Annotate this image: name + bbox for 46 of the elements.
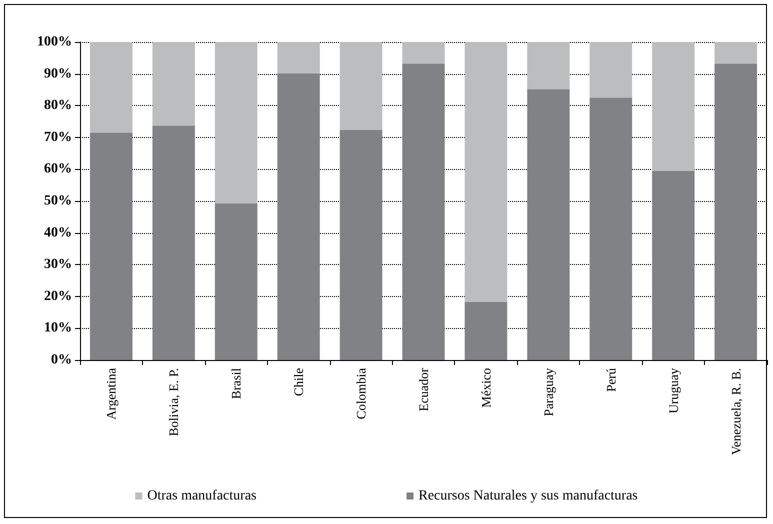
x-tick-label: Venezuela, R. B.: [728, 368, 744, 456]
bar: [527, 42, 570, 90]
bar: [214, 42, 258, 204]
x-tick-label: Brasil: [228, 368, 244, 400]
bar: [402, 64, 445, 360]
y-tick-label: 40%: [44, 225, 72, 240]
x-tick-label: Colombia: [354, 368, 369, 420]
bar: [277, 73, 320, 360]
x-tick-label: Uruguay: [666, 368, 681, 414]
x-tick-label: Ecuador: [416, 367, 431, 412]
bar: [152, 126, 195, 360]
bar: [402, 42, 445, 64]
bar: [714, 64, 758, 360]
x-tick-label: Perú: [603, 368, 618, 392]
y-tick-label: 80%: [44, 98, 72, 114]
bar: [340, 42, 382, 130]
bar: [590, 98, 632, 360]
legend-label: Otras manufacturas: [147, 488, 256, 504]
bar: [590, 42, 632, 98]
bar: [714, 42, 758, 64]
y-tick-label: 20%: [44, 288, 72, 304]
bar: [90, 132, 132, 360]
bar: [464, 302, 508, 360]
y-tick-label: 60%: [44, 162, 72, 177]
bar: [652, 170, 695, 360]
y-tick-label: 30%: [44, 257, 72, 272]
y-tick-label: 0%: [51, 352, 72, 368]
bar: [652, 42, 695, 171]
bar: [527, 89, 570, 360]
x-tick-label: Chile: [291, 368, 306, 396]
y-tick-label: 70%: [44, 130, 72, 145]
y-tick-label: 90%: [44, 66, 72, 82]
bar: [90, 42, 132, 133]
x-tick-label: Argentina: [104, 368, 119, 420]
bar: [277, 42, 320, 74]
bar: [214, 204, 258, 360]
x-tick-label: México: [478, 368, 494, 408]
bar: [152, 42, 195, 126]
bar: [340, 130, 382, 360]
bar: [464, 42, 508, 302]
legend-label: Recursos Naturales y sus manufacturas: [418, 488, 638, 504]
y-tick-label: 10%: [44, 320, 72, 336]
y-tick-label: 50%: [44, 194, 72, 208]
x-tick-label: Bolivia, E. P.: [166, 368, 182, 436]
y-tick-label: 100%: [37, 34, 72, 50]
x-tick-label: Paraguay: [540, 368, 556, 416]
